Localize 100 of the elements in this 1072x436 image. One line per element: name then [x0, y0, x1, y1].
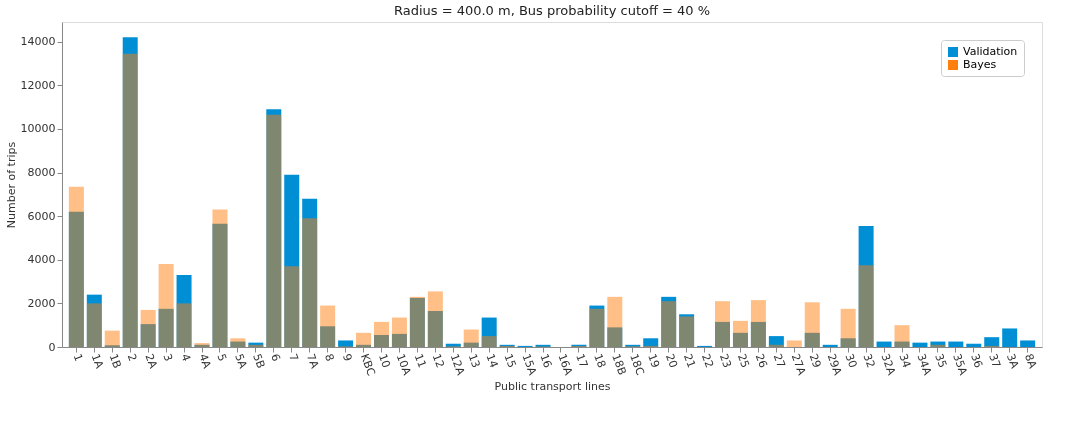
x-tick-label: 10A	[393, 352, 414, 378]
x-tick-label: 8A	[1022, 352, 1040, 371]
bar	[391, 317, 407, 347]
x-tick-label: 32A	[878, 352, 899, 378]
x-tick-label: 1A	[88, 352, 107, 371]
x-tick-label: KBC	[357, 352, 378, 378]
bar	[427, 311, 443, 347]
bar	[158, 308, 174, 347]
bar	[481, 317, 497, 347]
x-tick-label: 5A	[232, 352, 250, 371]
bar	[715, 321, 731, 347]
x-tick-label: 37	[986, 352, 1004, 370]
x-tick-label: 12A	[447, 352, 468, 378]
bar	[643, 338, 659, 347]
bar	[463, 329, 479, 347]
bar	[768, 344, 784, 347]
x-tick-label: 35	[932, 352, 950, 370]
bar	[912, 342, 928, 347]
x-tick-label: 20	[663, 352, 681, 370]
x-tick-label: 5B	[250, 352, 268, 371]
x-tick-label: 3	[160, 352, 176, 364]
bar	[858, 225, 874, 347]
x-tick-label: 34	[896, 352, 914, 370]
bar	[858, 265, 874, 347]
x-tick-label: 18B	[609, 352, 629, 377]
x-tick-label: 19	[645, 352, 663, 370]
bar	[104, 330, 120, 347]
bar	[86, 294, 102, 347]
bar	[840, 308, 856, 347]
bar	[607, 327, 623, 347]
y-tick-label: 6000	[27, 209, 56, 223]
x-tick-label: 15A	[519, 352, 540, 378]
x-tick-label: 25	[734, 352, 752, 370]
bar	[840, 338, 856, 347]
x-tick-label: 34A	[914, 352, 935, 378]
bar	[750, 300, 766, 347]
y-tick-label: 2000	[27, 296, 56, 310]
x-tick-label: 7	[286, 352, 301, 364]
x-tick-label: 15	[501, 352, 519, 370]
x-tick-label: 17	[573, 352, 591, 370]
bar	[822, 344, 838, 347]
x-tick-label: 18	[591, 352, 609, 370]
x-tick-label: 23	[716, 352, 734, 370]
x-tick-label: 10	[375, 352, 393, 370]
x-tick-label: 13	[465, 352, 483, 370]
bar	[715, 301, 731, 347]
x-tick-label: 8	[322, 352, 337, 364]
x-tick-label: 7A	[304, 352, 322, 371]
bar	[284, 174, 300, 347]
x-tick-label: 12	[429, 352, 447, 370]
y-tick-label: 14000	[20, 35, 56, 49]
bar	[948, 341, 964, 347]
chart-title: Radius = 400.0 m, Bus probability cutoff = 40 %	[393, 3, 711, 18]
bar	[427, 291, 443, 347]
x-tick-label: 9	[339, 352, 355, 364]
y-tick-label: 12000	[20, 78, 56, 92]
bar	[1002, 328, 1018, 347]
bar	[338, 340, 354, 347]
bar	[732, 320, 748, 347]
bar	[356, 344, 372, 347]
bar	[68, 186, 84, 347]
bar	[804, 302, 820, 347]
bar	[140, 309, 156, 347]
x-tick-label: 29A	[824, 352, 845, 378]
y-tick-label: 8000	[27, 166, 56, 179]
x-tick-label: 22	[698, 352, 716, 370]
x-tick-label: 1	[70, 352, 86, 364]
bar	[176, 303, 192, 347]
x-tick-label: 21	[680, 352, 698, 370]
bar	[607, 296, 623, 347]
x-tick-label: 29	[806, 352, 824, 370]
bar	[320, 305, 336, 347]
x-tick-label: 18C	[627, 352, 647, 378]
bar	[894, 341, 910, 347]
x-tick-label: 27A	[788, 352, 809, 378]
bar	[750, 321, 766, 347]
bar	[732, 332, 748, 347]
bar	[86, 303, 102, 347]
bar	[768, 336, 784, 347]
bar	[176, 275, 192, 347]
bar	[876, 341, 892, 347]
x-tick-label: 2A	[142, 352, 160, 371]
x-tick-label: 2	[124, 352, 140, 364]
legend-label: Validation	[963, 45, 1018, 58]
bar	[284, 266, 300, 347]
x-tick-label: 30	[842, 352, 860, 370]
legend-label: Bayes	[963, 58, 997, 71]
x-axis-title: Public transport lines	[494, 380, 611, 394]
x-tick-label: 27	[770, 352, 788, 370]
bar	[804, 332, 820, 347]
bar	[320, 326, 336, 347]
bar	[984, 337, 1000, 347]
x-tick-label: 3A	[1004, 352, 1022, 371]
bar	[966, 343, 982, 347]
y-tick-label: 10000	[20, 122, 56, 136]
bar	[894, 325, 910, 347]
x-tick-label: 16A	[555, 352, 576, 378]
x-tick-label: 14	[483, 352, 501, 370]
x-tick-label: 5	[214, 352, 229, 364]
x-tick-label: 36	[968, 352, 986, 370]
